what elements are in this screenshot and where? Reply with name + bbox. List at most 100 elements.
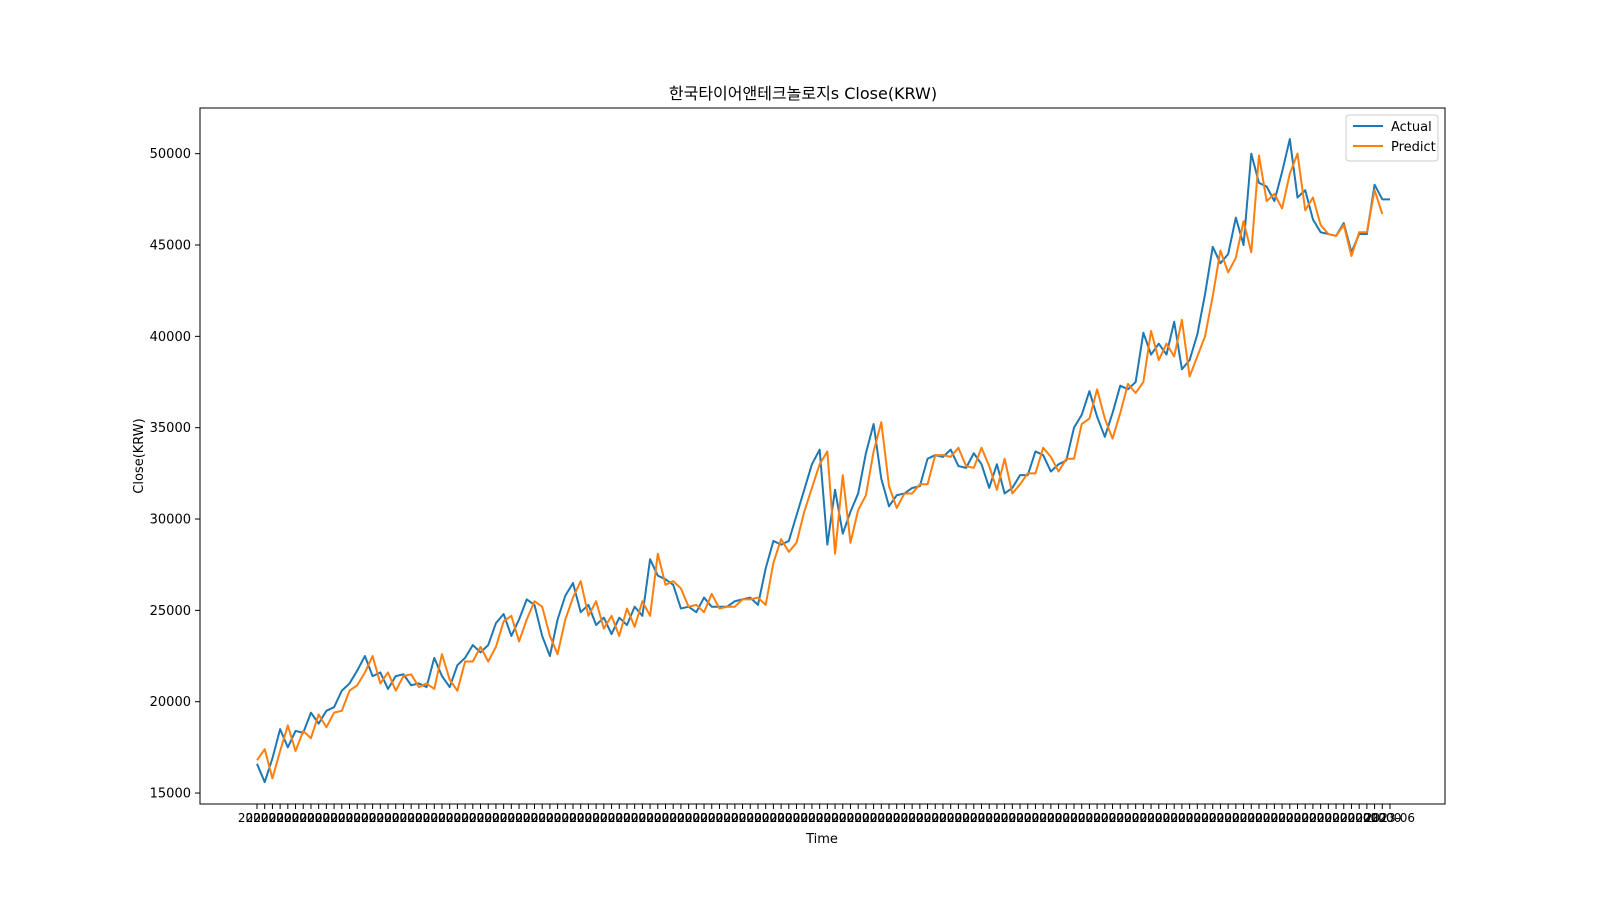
x-tick-label: 20200 (916, 811, 954, 825)
x-tick-label: 20200 (901, 811, 939, 825)
x-tick-label: 20200 (261, 811, 299, 825)
x-tick-label: 20200 (1078, 811, 1116, 825)
x-tick-label: 20200 (816, 811, 854, 825)
y-tick-label: 35000 (150, 421, 191, 436)
x-tick-label: 20200 (292, 811, 330, 825)
x-tick-label: 20200 (785, 811, 823, 825)
y-axis-label: Close(KRW) (132, 418, 147, 493)
x-tick-label: 20200 (354, 811, 392, 825)
x-tick-label: 20200 (1147, 811, 1185, 825)
x-tick-label: 20200 (454, 811, 492, 825)
x-tick-label: 20200 (885, 811, 923, 825)
x-tick-label: 20200 (993, 811, 1031, 825)
x-tick-label: 20200 (323, 811, 361, 825)
x-tick-label: 20200 (562, 811, 600, 825)
x-tick-label: 20200 (238, 811, 276, 825)
series-line-actual (256, 138, 1390, 784)
x-tick-label: 20200 (515, 811, 553, 825)
x-tick-label: 20200 (1109, 811, 1147, 825)
x-tick-label: 20200 (693, 811, 731, 825)
x-tick-label: 20200 (639, 811, 677, 825)
x-tick-label: 20200 (970, 811, 1008, 825)
x-tick-label: 20200 (600, 811, 638, 825)
x-tick-label: 20200 (446, 811, 484, 825)
x-tick-label: 20200 (631, 811, 669, 825)
series-line-predict (256, 152, 1384, 780)
x-tick-label: 20200 (330, 811, 368, 825)
x-axis: 2020020200202002020020200202002020020200… (238, 804, 1415, 825)
x-tick-label: 20200 (1178, 811, 1216, 825)
x-tick-label: 20200 (908, 811, 946, 825)
x-tick-label: 20200 (423, 811, 461, 825)
x-tick-label: 20200 (1294, 811, 1332, 825)
x-tick-label: 20200 (538, 811, 576, 825)
x-tick-label: 20200 (986, 811, 1024, 825)
x-tick-label: 20200 (947, 811, 985, 825)
y-tick-label: 25000 (150, 604, 191, 619)
x-tick-label: 20200 (1209, 811, 1247, 825)
x-tick-label: 20200 (1124, 811, 1162, 825)
x-tick-label: 20200 (400, 811, 438, 825)
y-tick-label: 30000 (150, 513, 191, 528)
legend-label-predict: Predict (1391, 140, 1436, 155)
x-tick-label: 20200 (731, 811, 769, 825)
x-tick-label: 20200 (361, 811, 399, 825)
x-tick-label: 20200 (1024, 811, 1062, 825)
x-tick-label: 20200 (793, 811, 831, 825)
y-axis: 15000 20000 25000 30000 35000 40000 45000 50000 (150, 147, 200, 802)
x-tick-label: 20200 (770, 811, 808, 825)
x-tick-label: 20200 (276, 811, 314, 825)
x-tick-label: 20200 (307, 811, 345, 825)
x-tick-label: 20200 (253, 811, 291, 825)
x-tick-label: 20200 (1039, 811, 1077, 825)
x-tick-label: 20200 (1009, 811, 1047, 825)
x-tick-label: 20200 (824, 811, 862, 825)
x-tick-label: 20200 (1355, 811, 1393, 825)
x-axis-label: Time (805, 832, 838, 847)
x-tick-label: 20200 (338, 811, 376, 825)
x-tick-label: 20200 (1117, 811, 1155, 825)
x-tick-label: 20200 (932, 811, 970, 825)
x-tick-label: 20200 (1232, 811, 1270, 825)
y-tick-label: 50000 (150, 147, 191, 162)
y-tick-label: 15000 (150, 787, 191, 802)
x-tick-label: 20200 (592, 811, 630, 825)
x-tick-label: 20200 (1271, 811, 1309, 825)
x-tick-label: 20200 (1155, 811, 1193, 825)
x-tick-label: 20200 (438, 811, 476, 825)
x-tick-label: 20200 (569, 811, 607, 825)
x-tick-label: 20200 (762, 811, 800, 825)
x-tick-label: 20200 (415, 811, 453, 825)
x-tick-label: 20200 (1047, 811, 1085, 825)
x-tick-label: 20200 (847, 811, 885, 825)
x-tick-label: 20200 (300, 811, 338, 825)
x-tick-label: 20200 (939, 811, 977, 825)
x-tick-label: 20200 (585, 811, 623, 825)
x-tick-label: 20200 (1186, 811, 1224, 825)
x-tick-label: 20200 (662, 811, 700, 825)
chart-title: 한국타이어앤테크놀로지s Close(KRW) (669, 84, 937, 103)
x-tick-label: 20200 (1332, 811, 1370, 825)
x-tick-label: 20200 (246, 811, 284, 825)
x-tick-label: 20200 (346, 811, 384, 825)
x-tick-label: 20200 (1325, 811, 1363, 825)
y-tick-label: 20000 (150, 695, 191, 710)
legend: Actual Predict (1345, 114, 1439, 162)
x-tick-label: 20200 (1140, 811, 1178, 825)
x-tick-label: 20200 (654, 811, 692, 825)
x-tick-label: 20200 (893, 811, 931, 825)
x-tick-label: 20200 (685, 811, 723, 825)
x-tick-label: 20200 (870, 811, 908, 825)
x-tick-label: 20200 (1340, 811, 1378, 825)
x-tick-label: 20200 (1248, 811, 1286, 825)
x-tick-label: 20200 (1309, 811, 1347, 825)
x-tick-label: 20200 (1063, 811, 1101, 825)
y-tick-label: 40000 (150, 330, 191, 345)
x-tick-label: 2023-06 (1365, 811, 1415, 825)
x-tick-label: 20200 (315, 811, 353, 825)
x-tick-label: 20200 (754, 811, 792, 825)
x-tick-label: 20200 (1263, 811, 1301, 825)
x-tick-label: 20200 (1224, 811, 1262, 825)
x-tick-label: 20200 (469, 811, 507, 825)
